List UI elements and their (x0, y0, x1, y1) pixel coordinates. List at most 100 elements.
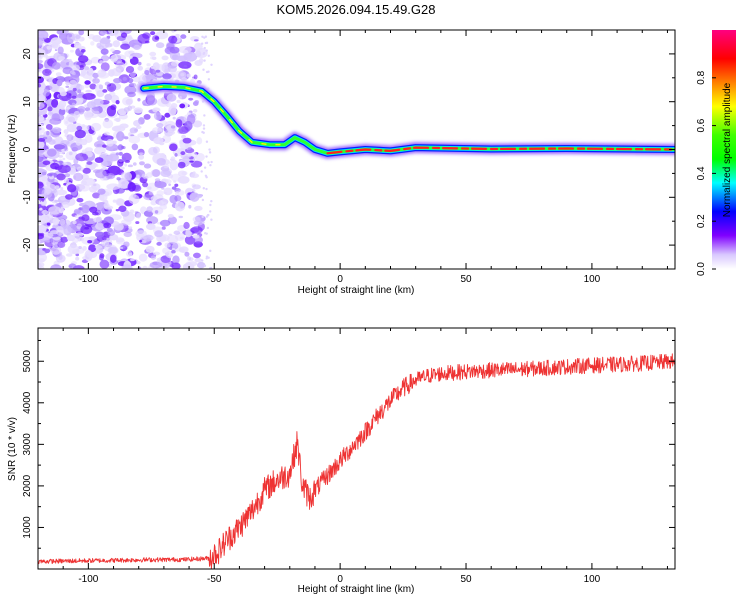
noise-blob (86, 101, 96, 109)
noise-blob (46, 148, 57, 157)
noise-blob (69, 49, 74, 53)
noise-blob (112, 50, 121, 55)
noise-blob (51, 98, 59, 108)
noise-blob (152, 107, 161, 113)
noise-blob (76, 197, 84, 203)
noise-blob (90, 56, 101, 64)
noise-blob (178, 247, 185, 253)
colorbar-tick-label: 0.8 (696, 70, 707, 84)
noise-dot (203, 46, 206, 50)
noise-blob (126, 250, 133, 257)
noise-blob (143, 176, 149, 180)
noise-blob (120, 245, 128, 251)
noise-blob (92, 107, 100, 112)
noise-blob (85, 89, 92, 93)
noise-blob (56, 173, 66, 181)
y-tick-label: 4000 (22, 391, 33, 414)
noise-blob (122, 96, 134, 106)
noise-blob (66, 234, 76, 242)
noise-blob (94, 245, 103, 250)
noise-blob (131, 143, 139, 151)
noise-blob (61, 148, 65, 153)
noise-blob (167, 214, 174, 218)
noise-blob (113, 222, 124, 231)
noise-blob (168, 233, 173, 236)
colorbar-tick-label: 0.0 (696, 262, 707, 276)
noise-blob (150, 196, 158, 201)
spectrogram-xlabel: Height of straight line (km) (298, 285, 415, 296)
noise-blob (99, 259, 110, 269)
noise-blob (126, 34, 133, 41)
noise-blob (194, 99, 200, 104)
noise-blob (100, 239, 110, 247)
noise-blob (150, 236, 155, 240)
noise-blob (44, 118, 51, 126)
noise-dot (205, 187, 208, 191)
noise-dot (202, 52, 205, 56)
noise-blob (117, 144, 124, 151)
noise-blob (79, 65, 84, 68)
noise-blob (193, 74, 198, 80)
x-tick-label: 0 (337, 274, 343, 285)
spectrogram-ridge (136, 79, 675, 161)
noise-blob (122, 76, 127, 81)
x-tick-label: -50 (207, 274, 222, 285)
noise-blob (106, 83, 117, 92)
noise-blob (52, 126, 62, 134)
noise-blob (133, 107, 143, 114)
noise-dot (208, 151, 212, 154)
noise-blob (56, 103, 65, 109)
noise-blob (50, 162, 60, 170)
noise-blob (183, 51, 198, 62)
noise-blob (52, 61, 61, 70)
noise-blob (84, 147, 93, 153)
noise-dot (200, 259, 204, 262)
noise-blob (162, 73, 172, 80)
noise-blob (105, 172, 115, 180)
noise-blob (97, 188, 106, 195)
noise-blob (67, 184, 77, 193)
noise-dot (205, 176, 208, 179)
noise-blob (115, 237, 125, 243)
noise-blob (38, 224, 47, 234)
noise-dot (202, 187, 206, 190)
y-tick-label: -10 (22, 190, 33, 205)
noise-blob (38, 96, 41, 101)
noise-dot (200, 170, 203, 173)
noise-blob (116, 177, 121, 181)
noise-blob (38, 32, 48, 38)
y-tick-label: 3000 (22, 433, 33, 456)
noise-blob (104, 93, 113, 101)
noise-blob (189, 227, 200, 233)
noise-blob (116, 131, 125, 142)
noise-blob (77, 89, 82, 94)
noise-blob (125, 65, 135, 74)
noise-blob (129, 56, 139, 66)
noise-blob (38, 149, 48, 158)
noise-blob (92, 72, 99, 79)
x-tick-label: 50 (460, 274, 472, 285)
noise-blob (154, 178, 161, 182)
noise-blob (80, 48, 86, 53)
noise-blob (52, 217, 60, 226)
noise-blob (138, 154, 145, 160)
noise-blob (38, 59, 43, 64)
noise-blob (84, 66, 90, 71)
noise-blob (129, 209, 135, 214)
noise-blob (177, 161, 186, 169)
noise-blob (193, 39, 199, 42)
noise-blob (79, 84, 85, 91)
noise-blob (71, 157, 76, 160)
noise-blob (136, 174, 140, 179)
x-tick-label: 50 (460, 574, 472, 585)
noise-blob (38, 233, 45, 240)
noise-blob (84, 249, 93, 262)
noise-blob (38, 125, 45, 135)
colorbar-tick-label: 0.4 (696, 166, 707, 180)
noise-blob (171, 186, 177, 190)
noise-blob (130, 193, 137, 199)
y-tick-label: -20 (22, 237, 33, 252)
noise-blob (151, 56, 157, 61)
noise-blob (135, 125, 142, 130)
